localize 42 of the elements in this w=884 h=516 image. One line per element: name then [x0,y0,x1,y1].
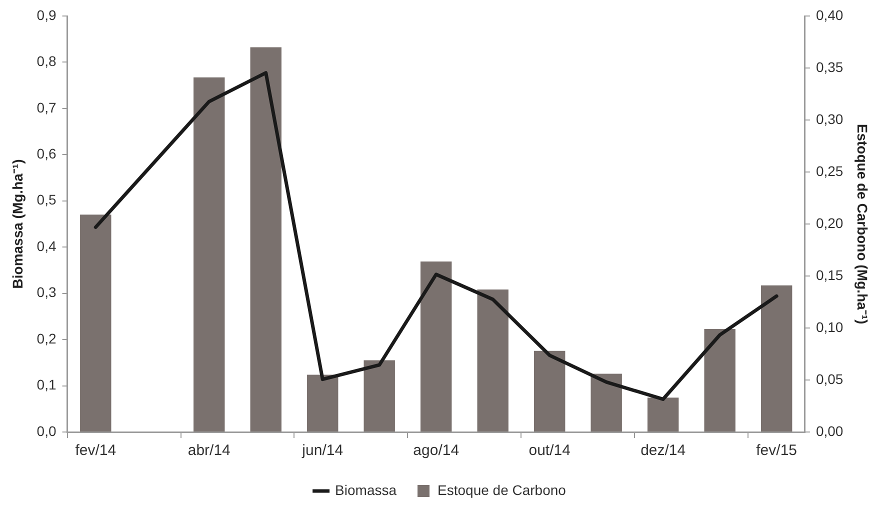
x-tick-label: fev/14 [75,442,116,460]
y-tick-label: 0,4 [36,238,56,254]
bar [534,350,566,432]
x-tick-label: abr/14 [188,442,230,460]
x-tick-label: jun/14 [301,442,344,460]
bar [307,374,338,432]
bar [590,374,622,432]
y-tick-label: 0,8 [36,53,56,70]
y-tick-label: 0,9 [36,6,56,23]
x-tick-label: ago/14 [413,442,460,460]
y2-tick-label: 0,05 [816,370,844,387]
y2-tick-label: 0,20 [816,214,844,231]
y2-tick-label: 0,25 [816,162,844,179]
bar [704,329,736,432]
bar [647,398,679,432]
bar [364,360,395,432]
y2-tick-label: 0,35 [816,58,844,75]
y-tick-label: 0,2 [36,330,56,346]
y-axis-title: Biomassa (Mg.ha⁻¹) [9,159,26,289]
legend-label: Biomassa [335,482,397,498]
y-tick-label: 0,3 [36,284,56,300]
bar [477,290,508,432]
y2-tick-label: 0,15 [816,266,844,283]
y2-tick-label: 0,10 [816,318,844,335]
x-tick-label: dez/14 [640,442,686,460]
bar [420,261,452,432]
bar [760,285,792,432]
bar [250,47,282,432]
y-tick-label: 0,7 [36,99,56,116]
y2-tick-label: 0,30 [816,110,844,127]
y-tick-label: 0,0 [36,422,56,439]
x-tick-label: fev/15 [756,442,798,460]
y2-tick-label: 0,00 [816,422,844,439]
y-tick-label: 0,6 [36,146,56,162]
y-tick-label: 0,1 [36,376,56,393]
bar [194,77,225,432]
legend-label: Estoque de Carbono [438,482,566,498]
y2-tick-label: 0,40 [816,6,844,23]
x-tick-label: out/14 [528,442,570,460]
y2-axis-title: Estoque de Carbono (Mg.ha⁻¹) [854,124,871,324]
bar [80,214,112,432]
y-tick-label: 0,5 [36,192,56,208]
